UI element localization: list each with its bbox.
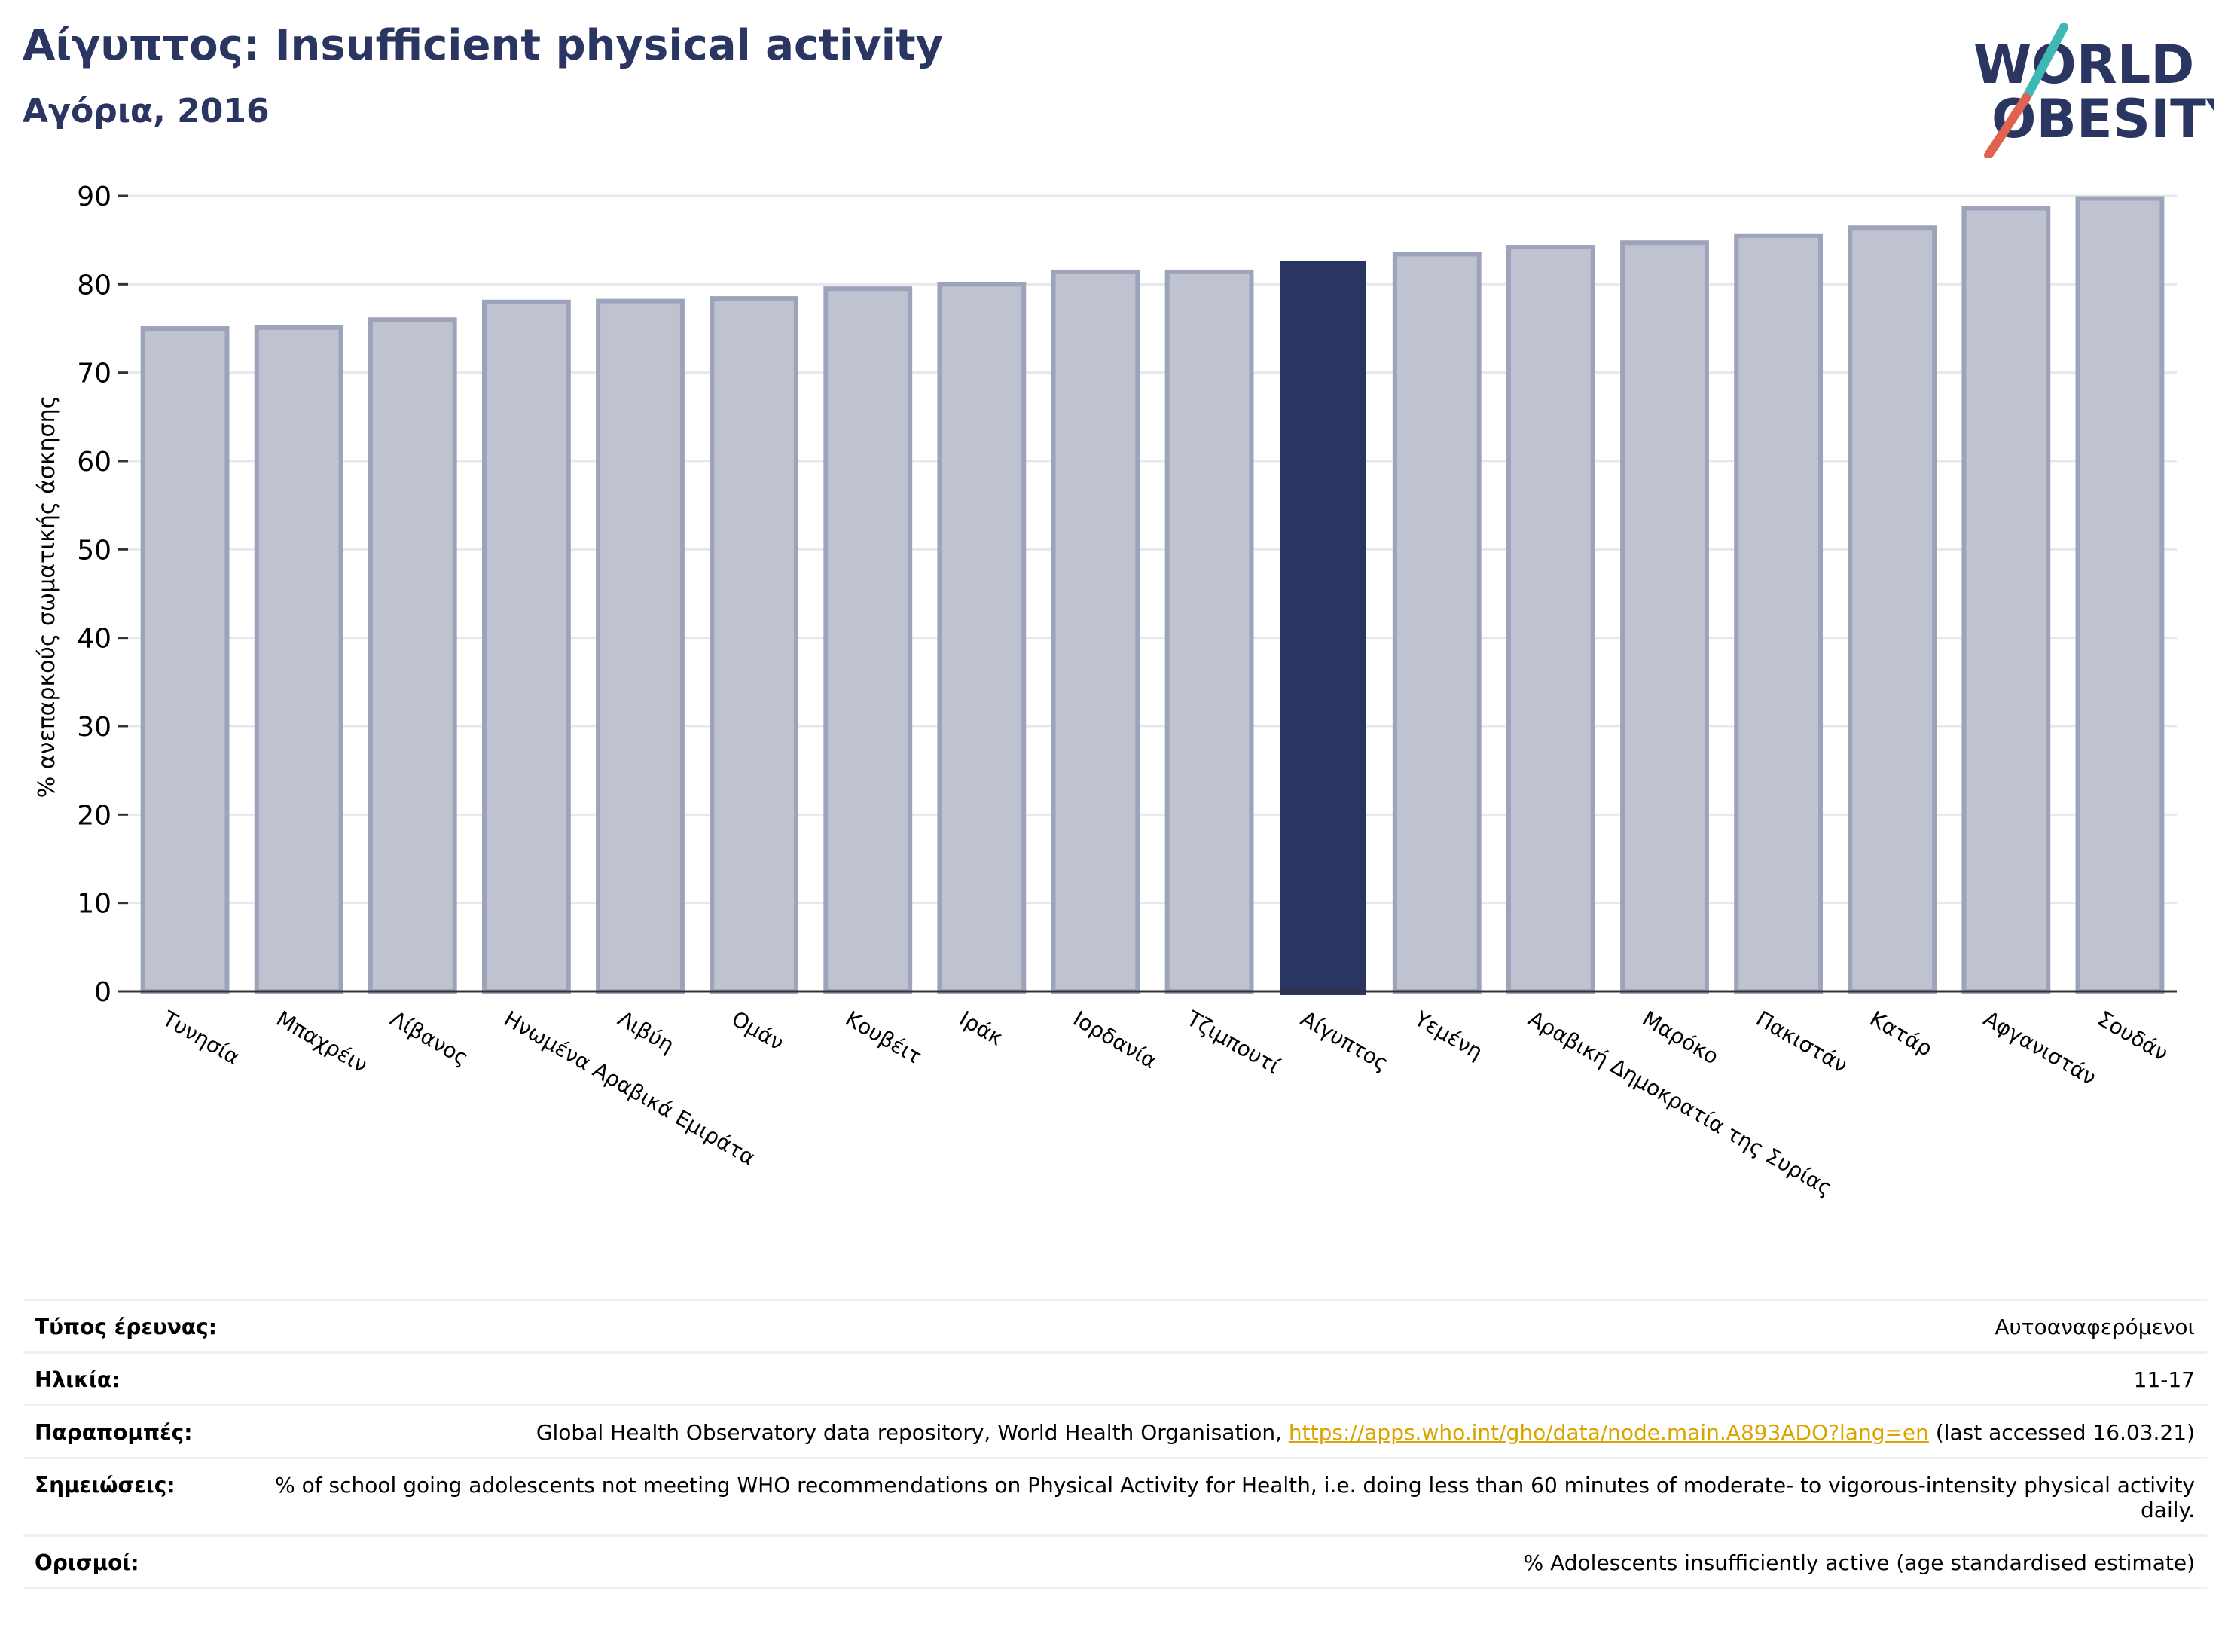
x-tick-label: Ομάν [728,1006,789,1055]
references-suffix: (last accessed 16.03.21) [1928,1420,2195,1445]
chart-subtitle: Αγόρια, 2016 [23,92,270,130]
bar-chart: 0 10 20 30 40 50 60 70 80 90 Τυνησία Μπαχρέιν Λίβαν… [34,182,2177,1201]
bar [1506,245,1595,994]
gridlines [128,194,2177,905]
info-row-notes: Σημειώσεις: % of school going adolescent… [23,1457,2207,1534]
info-row-survey: Τύπος έρευνας: Αυτοαναφερόμενοι [23,1299,2207,1351]
x-tick-label: Αφγανιστάν [1979,1006,2101,1090]
bar [368,317,457,994]
world-obesity-logo: WORLD OBESITY [1973,23,2214,158]
bar [2075,196,2165,994]
info-row-references: Παραπομπές: Global Health Observatory da… [23,1404,2207,1457]
x-tick-label: Πακιστάν [1752,1006,1852,1078]
y-tick-label: 70 [77,359,111,389]
bar [140,326,230,994]
x-tick-label: Λιβύη [614,1006,679,1058]
info-table: Τύπος έρευνας: Αυτοαναφερόμενοι Ηλικία: … [23,1299,2207,1589]
chart-title: Αίγυπτος: Insufficient physical activity [23,21,944,70]
y-axis: 0 10 20 30 40 50 60 70 80 90 [77,182,128,1008]
x-tick-label: Τυνησία [157,1006,244,1070]
x-axis: Τυνησία Μπαχρέιν Λίβανος Ηνωμένα Αραβικά Εμ… [128,990,2177,1201]
info-row-age: Ηλικία: 11-17 [23,1351,2207,1404]
x-tick-label: Αίγυπτος [1296,1006,1393,1076]
y-tick-label: 50 [77,535,111,566]
references-link[interactable]: https://apps.who.int/gho/data/node.main.… [1288,1420,1929,1445]
bar [1961,206,2051,994]
x-tick-label: Σουδάν [2093,1006,2172,1066]
bars [140,196,2165,995]
y-tick-label: 10 [77,889,111,920]
y-tick-label: 80 [77,270,111,301]
survey-type-value: Αυτοαναφερόμενοι [1995,1315,2195,1339]
x-tick-label: Λίβανος [386,1006,472,1070]
logo-line1: WORLD [1973,34,2194,96]
bar [1392,252,1482,994]
x-tick-label: Ιορδανία [1069,1006,1161,1073]
x-tick-label: Κουβέιτ [841,1006,926,1069]
definitions-label: Ορισμοί: [35,1550,139,1575]
y-tick-label: 60 [77,447,111,478]
bar [1620,240,1709,994]
x-tick-label: Μαρόκο [1638,1006,1723,1069]
x-tick-label: Κατάρ [1866,1006,1937,1061]
y-axis-label: % ανεπαρκούς σωματικής άσκησης [34,395,60,798]
references-value: Global Health Observatory data repositor… [237,1420,2195,1445]
info-row-definitions: Ορισμοί: % Adolescents insufficiently ac… [23,1534,2207,1589]
logo-slash-red [1984,93,2031,158]
bar [823,286,913,994]
age-label: Ηλικία: [35,1367,121,1392]
y-tick-label: 40 [77,624,111,655]
y-tick-label: 0 [94,977,111,1008]
survey-type-label: Τύπος έρευνας: [35,1315,217,1339]
references-text: Global Health Observatory data repositor… [536,1420,1289,1445]
bar [937,282,1027,994]
bar-highlighted [1280,261,1366,995]
age-value: 11-17 [2133,1367,2195,1392]
notes-value: % of school going adolescents not meetin… [275,1473,2195,1522]
bar [481,299,571,994]
definitions-value: % Adolescents insufficiently active (age… [1523,1550,2195,1575]
y-tick-label: 20 [77,800,111,831]
bar [1848,225,1937,994]
bar [1164,269,1254,994]
x-tick-label: Μπαχρέιν [272,1006,371,1077]
references-label: Παραπομπές: [35,1420,193,1445]
bar [710,296,799,994]
x-tick-label: Ιράκ [955,1006,1007,1050]
bar [596,298,685,994]
x-tick-label: Υεμένη [1410,1006,1488,1064]
logo-slash-teal [2022,23,2068,102]
bar [1051,269,1140,994]
y-tick-label: 30 [77,712,111,743]
x-tick-label: Τζιμπουτί [1182,1006,1284,1079]
bar [1734,233,1824,994]
y-tick-label: 90 [77,182,111,212]
notes-label: Σημειώσεις: [35,1473,175,1498]
bar [254,325,343,994]
